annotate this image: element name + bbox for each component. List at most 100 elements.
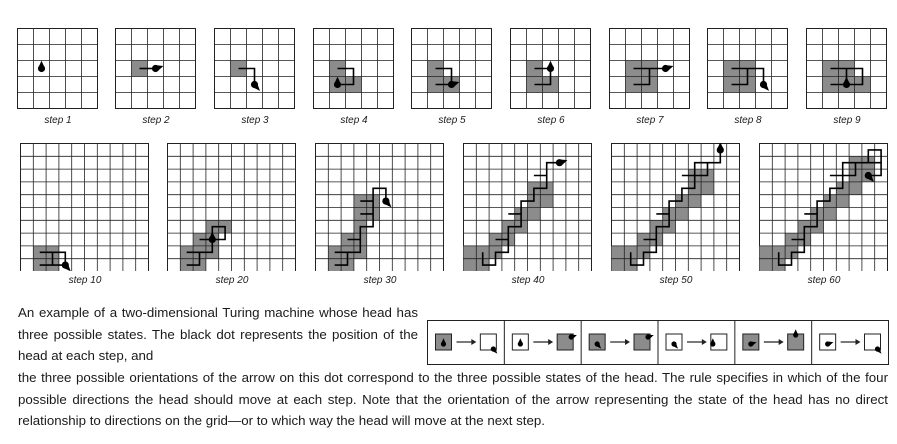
filled-cell: [463, 245, 477, 259]
rule-head-after-icon: [874, 346, 882, 354]
head-icon: [208, 231, 216, 244]
rule-head-before-icon: [440, 338, 447, 347]
head-path: [39, 251, 67, 266]
filled-cell: [463, 258, 477, 271]
step-grid: [411, 28, 492, 109]
filled-cell: [328, 258, 342, 271]
head-icon: [759, 80, 770, 91]
step-panel: step 60: [759, 143, 889, 286]
step-grid: [611, 143, 740, 271]
filled-cell: [353, 194, 367, 208]
filled-cell: [759, 245, 773, 259]
head-path: [334, 187, 387, 266]
caption-intro: An example of a two-dimensional Turing m…: [18, 305, 418, 363]
head-path: [337, 67, 355, 86]
step-panel: step 9: [806, 28, 888, 126]
step-label: step 3: [241, 115, 269, 126]
grid-frame: [411, 28, 492, 109]
rule-head-after-icon: [490, 346, 498, 354]
step-label: step 60: [807, 275, 841, 286]
step-label: step 50: [659, 275, 693, 286]
rule-head-after-icon: [568, 334, 577, 340]
head-icon: [61, 261, 71, 271]
filled-cell: [353, 207, 367, 221]
grid-frame: [17, 28, 98, 109]
filled-cell: [849, 181, 862, 195]
step-label: step 30: [363, 275, 397, 286]
filled-cell: [527, 207, 541, 221]
step-grid: [167, 143, 296, 271]
filled-cell: [611, 245, 625, 259]
head-icon: [546, 60, 555, 73]
step-grid: [214, 28, 295, 109]
step-grid: [17, 28, 98, 109]
step-label: step 6: [537, 115, 565, 126]
rule-cell: [665, 333, 728, 351]
head-icon: [333, 76, 342, 89]
step-panel: step 5: [411, 28, 493, 126]
rule-table: [427, 320, 889, 366]
head-icon: [250, 80, 261, 91]
head-icon: [151, 64, 164, 73]
step-panel: step 10: [20, 143, 150, 286]
head-path: [186, 225, 226, 266]
filled-cell: [675, 207, 689, 221]
step-grid: [315, 143, 444, 271]
head-icon: [555, 159, 568, 167]
filled-cell: [688, 194, 702, 208]
step-grid: [759, 143, 888, 271]
step-panel: step 8: [707, 28, 789, 126]
head-path: [238, 67, 256, 85]
head-path: [777, 149, 882, 266]
step-panel: step 2: [115, 28, 197, 126]
head-icon: [382, 197, 392, 208]
step-grid: [806, 28, 887, 109]
filled-cell: [328, 245, 342, 259]
step-label: step 40: [511, 275, 545, 286]
step-label: step 7: [636, 115, 664, 126]
step-label: step 2: [142, 115, 170, 126]
head-icon: [842, 76, 851, 89]
step-grid: [510, 28, 591, 109]
step-panel: step 4: [313, 28, 395, 126]
rule-head-after-icon: [710, 338, 716, 347]
filled-cell: [701, 181, 714, 195]
head-icon: [716, 143, 724, 154]
step-label: step 9: [833, 115, 861, 126]
step-grid: [707, 28, 788, 109]
step-grid: [313, 28, 394, 109]
head-path: [481, 161, 560, 266]
rule-cell: [742, 333, 805, 351]
step-label: step 4: [340, 115, 368, 126]
rule-head-after-icon: [793, 329, 799, 338]
head-path: [629, 149, 722, 266]
step-panel: step 6: [510, 28, 592, 126]
step-panel: step 30: [315, 143, 445, 286]
filled-cell: [611, 258, 625, 271]
step-grid: [115, 28, 196, 109]
rule-table-graphic: [427, 320, 889, 365]
step-label: step 10: [68, 275, 102, 286]
step-panel: step 40: [463, 143, 593, 286]
step-panel: step 1: [17, 28, 99, 126]
step-grid: [463, 143, 592, 271]
filled-cell: [823, 207, 837, 221]
head-path: [731, 67, 765, 86]
step-panel: step 3: [214, 28, 296, 126]
step-label: step 1: [44, 115, 72, 126]
step-label: step 5: [438, 115, 466, 126]
rule-head-after-icon: [645, 334, 654, 340]
step-grid: [609, 28, 690, 109]
step-panel: step 50: [611, 143, 741, 286]
rule-head-before-icon: [825, 341, 834, 347]
head-icon: [37, 60, 46, 73]
head-icon: [864, 171, 874, 182]
filled-cell: [836, 194, 850, 208]
rule-head-before-icon: [517, 338, 523, 347]
step-label: step 20: [215, 275, 249, 286]
rule-cell: [435, 333, 497, 351]
step-grid: [20, 143, 149, 271]
filled-cell: [759, 258, 773, 271]
filled-cell: [33, 258, 47, 271]
step-panel: step 20: [167, 143, 297, 286]
